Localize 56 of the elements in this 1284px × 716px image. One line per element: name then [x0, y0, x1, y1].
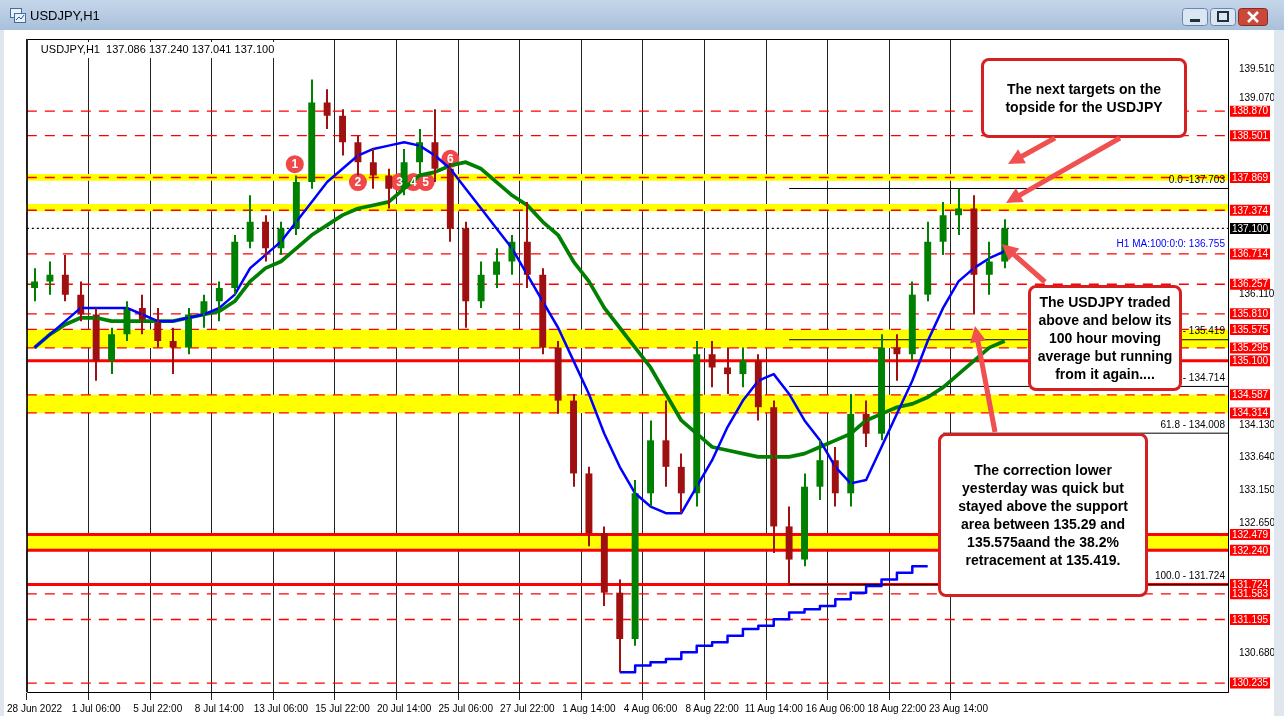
ref-line-label: 137.100 — [1231, 222, 1269, 234]
annotation: 100.0 - 131.724 — [1154, 570, 1226, 582]
y-tick-label: 139.510 — [1239, 62, 1276, 74]
ref-line-label: 134.314 — [1231, 407, 1269, 419]
y-tick-label: 130.680 — [1239, 647, 1276, 659]
y-tick-label: 134.130 — [1239, 418, 1276, 430]
annotation: 61.8 - 134.008 — [1160, 418, 1226, 430]
x-tick-label: 1 Aug 14:00 — [562, 702, 617, 714]
ref-line-label: 138.870 — [1231, 105, 1269, 117]
callout-box: The USDJPY traded above and below its 100 hour moving average but running from it again.... — [1028, 285, 1182, 391]
ref-line-label: 137.869 — [1231, 171, 1269, 183]
x-tick-label: 11 Aug 14:00 — [744, 702, 804, 714]
chart-title: USDJPY,H1 — [30, 8, 100, 23]
x-tick-label: 18 Aug 22:00 — [867, 702, 927, 714]
x-tick-label: 13 Jul 06:00 — [253, 702, 309, 714]
ref-line-label: 134.587 — [1231, 389, 1269, 401]
x-tick-label: 16 Aug 06:00 — [805, 702, 866, 714]
ref-line-label: 135.575 — [1231, 323, 1269, 335]
annotation: 2 — [354, 175, 362, 190]
ref-line-label: 136.257 — [1231, 278, 1269, 290]
x-tick-label: 8 Aug 22:00 — [685, 702, 740, 714]
y-tick-label: 139.070 — [1239, 91, 1276, 103]
x-tick-label: 8 Jul 14:00 — [194, 702, 245, 714]
annotation: 5 — [422, 175, 430, 190]
annotation: - 134.714 — [1182, 372, 1226, 384]
ref-line-label: 138.501 — [1231, 129, 1269, 141]
ref-line-label: 136.714 — [1231, 248, 1269, 260]
y-tick-label: 133.150 — [1239, 483, 1276, 495]
annotation: 6 — [446, 152, 454, 167]
x-tick-label: 5 Jul 22:00 — [133, 702, 183, 714]
annotation: 1 — [291, 157, 299, 172]
ref-line-label: 135.100 — [1231, 355, 1269, 367]
x-tick-label: 27 Jul 22:00 — [500, 702, 556, 714]
x-tick-label: 4 Aug 06:00 — [623, 702, 678, 714]
y-tick-label: 136.110 — [1239, 287, 1275, 299]
ref-line-label: 132.479 — [1231, 528, 1269, 540]
x-tick-label: 15 Jul 22:00 — [315, 702, 371, 714]
ref-line-label: 131.195 — [1231, 613, 1269, 625]
callout-box: The correction lower yesterday was quick but stayed above the support area between 135.29 and 135.575aand the 38.2% retracement at 135.419. — [938, 433, 1148, 597]
ref-line-label: 131.583 — [1231, 588, 1269, 600]
ref-line-label: 130.235 — [1231, 677, 1269, 689]
x-tick-label: 28 Jun 2022 — [7, 702, 63, 714]
x-tick-label: 20 Jul 14:00 — [376, 702, 432, 714]
x-tick-label: 1 Jul 06:00 — [71, 702, 122, 714]
x-tick-label: 23 Aug 14:00 — [929, 702, 989, 714]
chart-subtitle: USDJPY,H1 137.086 137.240 137.041 137.100 — [40, 43, 275, 56]
annotation: H1 MA:100:0:0: 136.755 — [1116, 238, 1226, 250]
ref-line-label: 135.810 — [1231, 308, 1269, 320]
ref-line-label: 131.724 — [1231, 578, 1269, 590]
y-tick-label: 132.650 — [1239, 516, 1276, 528]
ref-line-label: 132.240 — [1231, 544, 1269, 556]
x-tick-label: 25 Jul 06:00 — [438, 702, 494, 714]
y-tick-label: 133.640 — [1239, 451, 1276, 463]
callout-box: The next targets on the topside for the USDJPY — [981, 58, 1187, 138]
ref-line-label: 135.295 — [1231, 342, 1269, 354]
ref-line-label: 137.374 — [1231, 204, 1269, 216]
